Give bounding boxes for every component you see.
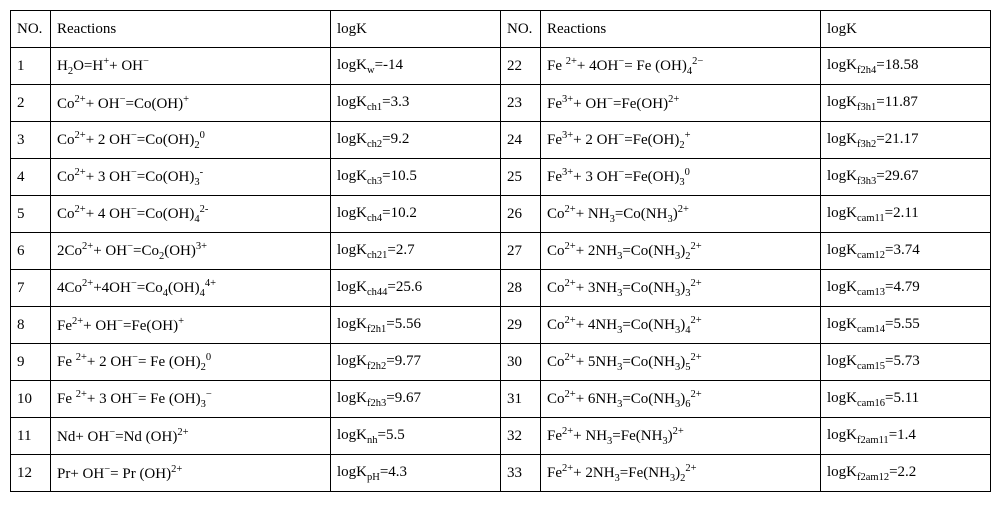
cell-rx-left: Fe2++ OH−=Fe(OH)+ — [51, 307, 331, 344]
table-row: 8Fe2++ OH−=Fe(OH)+logKf2h1=5.5629Co2++ 4… — [11, 307, 991, 344]
cell-no-left: 9 — [11, 344, 51, 381]
cell-no-left: 2 — [11, 85, 51, 122]
cell-lk-left: logKf2h1=5.56 — [331, 307, 501, 344]
table-row: 10Fe 2++ 3 OH−= Fe (OH)3−logKf2h3=9.6731… — [11, 381, 991, 418]
cell-lk-right: logKf2h4=18.58 — [821, 48, 991, 85]
cell-lk-left: logKch1=3.3 — [331, 85, 501, 122]
cell-rx-left: Fe 2++ 2 OH−= Fe (OH)20 — [51, 344, 331, 381]
table-row: 4Co2++ 3 OH−=Co(OH)3-logKch3=10.525Fe3++… — [11, 159, 991, 196]
cell-no-left: 12 — [11, 455, 51, 492]
cell-rx-left: Pr+ OH−= Pr (OH)2+ — [51, 455, 331, 492]
cell-rx-right: Fe3++ 2 OH−=Fe(OH)2+ — [541, 122, 821, 159]
cell-rx-left: Nd+ OH−=Nd (OH)2+ — [51, 418, 331, 455]
table-body: 1H2O=H++ OH−logKw=-1422Fe 2++ 4OH−= Fe (… — [11, 48, 991, 492]
cell-lk-left: logKch21=2.7 — [331, 233, 501, 270]
cell-rx-left: Co2++ OH−=Co(OH)+ — [51, 85, 331, 122]
cell-rx-left: H2O=H++ OH− — [51, 48, 331, 85]
cell-no-right: 27 — [501, 233, 541, 270]
cell-lk-right: logKf2am12=2.2 — [821, 455, 991, 492]
cell-lk-right: logKcam12=3.74 — [821, 233, 991, 270]
table-row: 5Co2++ 4 OH−=Co(OH)42-logKch4=10.226Co2+… — [11, 196, 991, 233]
reactions-table: NO. Reactions logK NO. Reactions logK 1H… — [10, 10, 991, 492]
cell-lk-right: logKcam14=5.55 — [821, 307, 991, 344]
table-row: 1H2O=H++ OH−logKw=-1422Fe 2++ 4OH−= Fe (… — [11, 48, 991, 85]
cell-lk-left: logKch2=9.2 — [331, 122, 501, 159]
cell-lk-left: logKpH=4.3 — [331, 455, 501, 492]
cell-lk-left: logKch4=10.2 — [331, 196, 501, 233]
cell-rx-left: Co2++ 3 OH−=Co(OH)3- — [51, 159, 331, 196]
cell-no-left: 4 — [11, 159, 51, 196]
cell-no-right: 22 — [501, 48, 541, 85]
cell-rx-right: Fe2++ NH3=Fe(NH3)2+ — [541, 418, 821, 455]
cell-lk-left: logKch44=25.6 — [331, 270, 501, 307]
cell-lk-right: logKcam11=2.11 — [821, 196, 991, 233]
cell-lk-right: logKf3h1=11.87 — [821, 85, 991, 122]
cell-rx-right: Co2++ 4NH3=Co(NH3)42+ — [541, 307, 821, 344]
cell-no-left: 6 — [11, 233, 51, 270]
table-row: 62Co2++ OH−=Co2(OH)3+logKch21=2.727Co2++… — [11, 233, 991, 270]
cell-rx-right: Co2++ 5NH3=Co(NH3)52+ — [541, 344, 821, 381]
cell-no-right: 24 — [501, 122, 541, 159]
table-row: 3Co2++ 2 OH−=Co(OH)20logKch2=9.224Fe3++ … — [11, 122, 991, 159]
cell-no-right: 25 — [501, 159, 541, 196]
cell-lk-right: logKcam15=5.73 — [821, 344, 991, 381]
col-no-right: NO. — [501, 11, 541, 48]
cell-rx-right: Co2++ 6NH3=Co(NH3)62+ — [541, 381, 821, 418]
cell-rx-right: Fe3++ 3 OH−=Fe(OH)30 — [541, 159, 821, 196]
cell-no-right: 26 — [501, 196, 541, 233]
col-lk-left: logK — [331, 11, 501, 48]
cell-lk-right: logKf3h3=29.67 — [821, 159, 991, 196]
col-no-left: NO. — [11, 11, 51, 48]
cell-rx-right: Co2++ NH3=Co(NH3)2+ — [541, 196, 821, 233]
cell-no-right: 32 — [501, 418, 541, 455]
cell-no-right: 23 — [501, 85, 541, 122]
cell-rx-right: Co2++ 2NH3=Co(NH3)22+ — [541, 233, 821, 270]
cell-rx-left: Co2++ 2 OH−=Co(OH)20 — [51, 122, 331, 159]
cell-rx-left: 2Co2++ OH−=Co2(OH)3+ — [51, 233, 331, 270]
cell-no-left: 8 — [11, 307, 51, 344]
cell-lk-left: logKw=-14 — [331, 48, 501, 85]
cell-rx-left: 4Co2++4OH−=Co4(OH)44+ — [51, 270, 331, 307]
cell-no-right: 29 — [501, 307, 541, 344]
cell-rx-right: Fe2++ 2NH3=Fe(NH3)22+ — [541, 455, 821, 492]
cell-no-left: 1 — [11, 48, 51, 85]
cell-no-right: 33 — [501, 455, 541, 492]
cell-rx-right: Co2++ 3NH3=Co(NH3)32+ — [541, 270, 821, 307]
col-rx-left: Reactions — [51, 11, 331, 48]
cell-no-right: 30 — [501, 344, 541, 381]
cell-lk-left: logKch3=10.5 — [331, 159, 501, 196]
cell-no-left: 7 — [11, 270, 51, 307]
cell-lk-left: logKf2h2=9.77 — [331, 344, 501, 381]
cell-no-left: 3 — [11, 122, 51, 159]
cell-rx-right: Fe 2++ 4OH−= Fe (OH)42− — [541, 48, 821, 85]
table-row: 9Fe 2++ 2 OH−= Fe (OH)20logKf2h2=9.7730C… — [11, 344, 991, 381]
table-row: 2Co2++ OH−=Co(OH)+logKch1=3.323Fe3++ OH−… — [11, 85, 991, 122]
cell-lk-right: logKcam13=4.79 — [821, 270, 991, 307]
cell-no-left: 5 — [11, 196, 51, 233]
cell-no-right: 28 — [501, 270, 541, 307]
cell-lk-right: logKf2am11=1.4 — [821, 418, 991, 455]
table-row: 12Pr+ OH−= Pr (OH)2+logKpH=4.333Fe2++ 2N… — [11, 455, 991, 492]
table-row: 74Co2++4OH−=Co4(OH)44+logKch44=25.628Co2… — [11, 270, 991, 307]
cell-rx-right: Fe3++ OH−=Fe(OH)2+ — [541, 85, 821, 122]
col-rx-right: Reactions — [541, 11, 821, 48]
cell-lk-left: logKnh=5.5 — [331, 418, 501, 455]
cell-no-left: 10 — [11, 381, 51, 418]
table-row: 11Nd+ OH−=Nd (OH)2+logKnh=5.532Fe2++ NH3… — [11, 418, 991, 455]
col-lk-right: logK — [821, 11, 991, 48]
cell-lk-right: logKcam16=5.11 — [821, 381, 991, 418]
table-header-row: NO. Reactions logK NO. Reactions logK — [11, 11, 991, 48]
cell-lk-right: logKf3h2=21.17 — [821, 122, 991, 159]
cell-no-left: 11 — [11, 418, 51, 455]
cell-rx-left: Fe 2++ 3 OH−= Fe (OH)3− — [51, 381, 331, 418]
cell-lk-left: logKf2h3=9.67 — [331, 381, 501, 418]
cell-rx-left: Co2++ 4 OH−=Co(OH)42- — [51, 196, 331, 233]
cell-no-right: 31 — [501, 381, 541, 418]
